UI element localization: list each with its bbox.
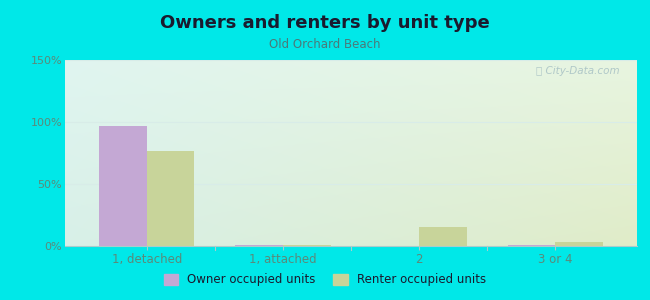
Legend: Owner occupied units, Renter occupied units: Owner occupied units, Renter occupied un… [159,269,491,291]
Bar [99,126,147,246]
Bar [283,245,331,246]
Bar [419,227,467,246]
Text: ⓘ City-Data.com: ⓘ City-Data.com [536,66,620,76]
Text: Old Orchard Beach: Old Orchard Beach [269,38,381,50]
Bar [508,245,555,246]
Bar [235,245,283,246]
Bar [555,242,603,246]
Text: Owners and renters by unit type: Owners and renters by unit type [160,14,490,32]
Bar [147,151,194,246]
